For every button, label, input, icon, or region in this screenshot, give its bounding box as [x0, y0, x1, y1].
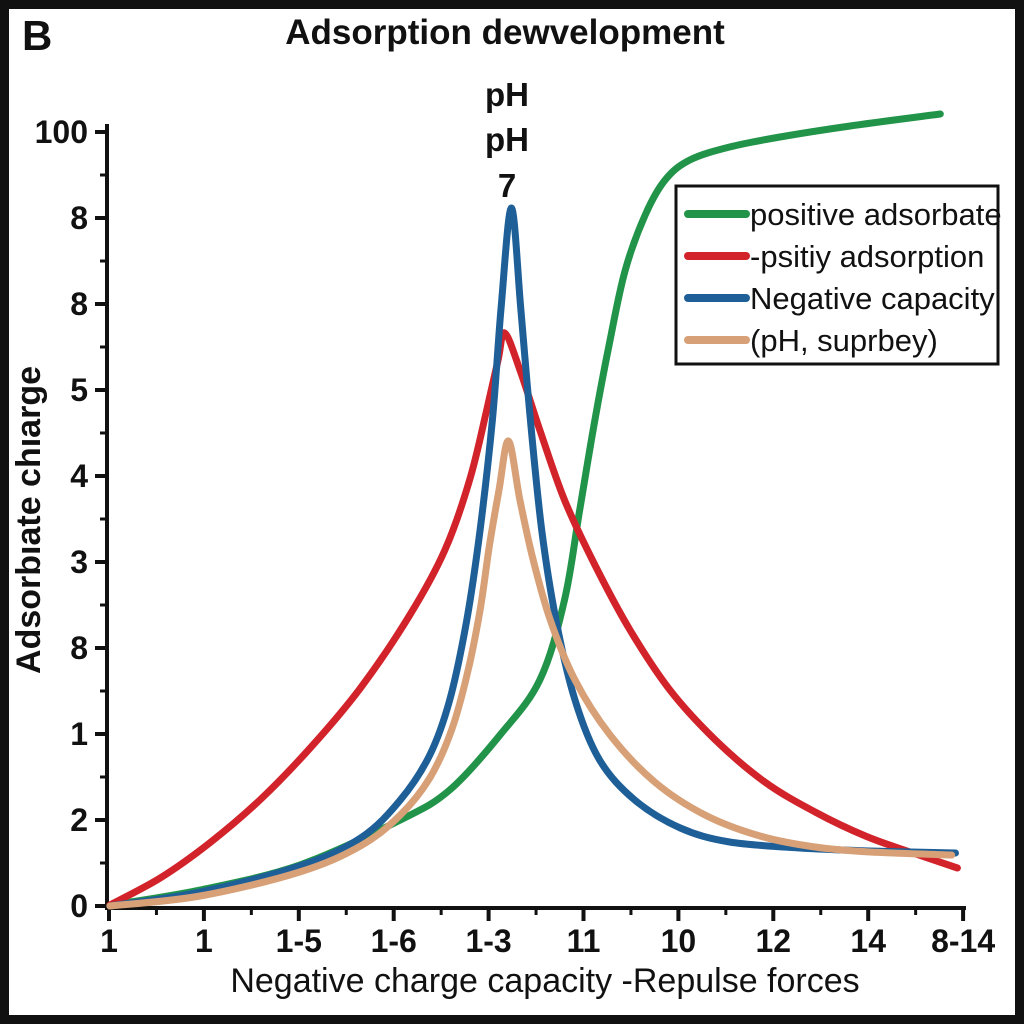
- x-tick-label: 1: [100, 923, 118, 959]
- legend-label: -psitiy adsorption: [750, 239, 984, 274]
- data-curves: [106, 110, 961, 910]
- y-tick-label: 2: [70, 802, 88, 838]
- annotation-ph-1: pH: [485, 76, 529, 113]
- panel-label: B: [22, 12, 52, 59]
- x-tick-label: 11: [567, 923, 601, 959]
- legend-label: positive adsorbate: [750, 197, 1002, 232]
- curve-positive-adsorbate: [106, 110, 944, 909]
- legend-box: positive adsorbate -psitiy adsorption Nega…: [674, 184, 1002, 366]
- y-tick-label: 5: [70, 372, 88, 408]
- x-axis-title: Negative charge capacity -Repulse forces: [230, 962, 859, 1000]
- x-tick-label: 1: [195, 923, 213, 959]
- x-tick-label: 1-3: [465, 923, 511, 959]
- legend-item: (pH, suprbey): [684, 323, 938, 358]
- y-tick-label: 1: [70, 716, 88, 752]
- curve-negative-capacity: [106, 204, 959, 910]
- x-tick-label: 1-6: [371, 923, 417, 959]
- x-tick-label: 10: [661, 923, 697, 959]
- chart-title: Adsorption dewvelopment: [285, 13, 725, 52]
- x-tick-label: 12: [756, 923, 792, 959]
- x-tick-label: 8-14: [931, 923, 995, 959]
- y-tick-label: 0: [70, 888, 88, 924]
- curve--ph-suprbey-: [106, 437, 956, 910]
- y-tick-label: 100: [35, 114, 88, 150]
- annotation-ph-value: 7: [498, 167, 516, 204]
- curve--psitiy-adsorption: [106, 329, 961, 909]
- y-axis-title: Adsorbıate chıarge: [10, 366, 48, 674]
- y-tick-label: 3: [70, 544, 88, 580]
- y-tick-label: 8: [70, 286, 88, 322]
- legend-item: Negative capacity: [684, 281, 995, 316]
- x-tick-label: 14: [850, 923, 886, 959]
- legend-item: positive adsorbate: [684, 197, 1002, 232]
- legend-label: Negative capacity: [750, 281, 995, 316]
- annotation-ph-2: pH: [485, 121, 529, 158]
- y-tick-label: 8: [70, 200, 88, 236]
- x-tick-label: 1-5: [276, 923, 322, 959]
- legend-label: (pH, suprbey): [750, 323, 938, 358]
- y-tick-label: 4: [70, 458, 88, 494]
- y-tick-label: 8: [70, 630, 88, 666]
- legend-item: -psitiy adsorption: [684, 239, 984, 274]
